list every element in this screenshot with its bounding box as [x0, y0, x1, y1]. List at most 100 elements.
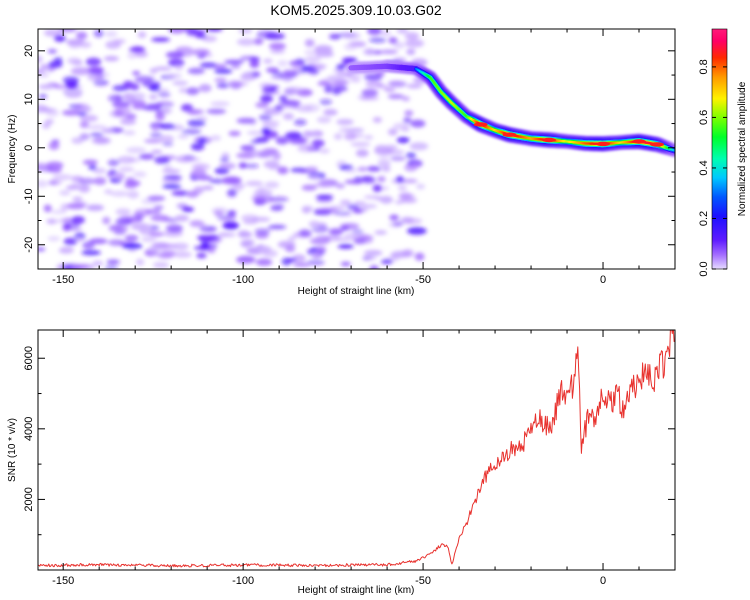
noise-blob — [278, 71, 297, 80]
noise-blob — [127, 190, 139, 199]
noise-blob — [63, 222, 80, 230]
colorbar-tick-label: 0.0 — [698, 261, 710, 276]
noise-blob — [79, 133, 90, 141]
noise-blob — [255, 258, 273, 266]
noise-blob — [277, 166, 289, 175]
noise-blob — [106, 259, 120, 265]
noise-blob — [374, 196, 393, 201]
noise-blob — [380, 259, 393, 265]
noise-blob — [92, 260, 104, 267]
noise-blob — [236, 38, 256, 46]
noise-blob — [165, 51, 185, 59]
spectrogram-y-tick-labels: -20 -10 0 10 20 — [23, 45, 35, 253]
noise-blob — [201, 185, 214, 190]
noise-blob — [190, 169, 207, 178]
noise-blob — [307, 174, 322, 180]
noise-blob — [38, 69, 46, 74]
noise-blob — [209, 178, 226, 184]
noise-blob — [388, 80, 403, 85]
noise-blob — [108, 239, 125, 247]
noise-blob — [365, 47, 374, 55]
colorbar-tick-label: 0.4 — [698, 160, 710, 175]
noise-blob — [162, 141, 174, 147]
noise-blob — [177, 134, 189, 139]
noise-blob — [38, 104, 49, 113]
noise-blob — [48, 61, 63, 68]
noise-blob — [183, 157, 202, 162]
noise-blob — [139, 153, 155, 160]
noise-blob — [319, 98, 333, 106]
noise-blob — [304, 55, 322, 63]
noise-blob — [163, 175, 183, 181]
noise-blob — [43, 204, 52, 213]
colorbar-gradient — [711, 28, 728, 270]
noise-blob — [133, 171, 147, 178]
colorbar-tick-label: 0.6 — [698, 110, 710, 125]
noise-blob — [82, 241, 95, 250]
noise-blob — [364, 255, 377, 260]
noise-blob — [62, 109, 81, 116]
noise-blob — [361, 88, 379, 97]
noise-blob — [184, 50, 204, 55]
noise-blob — [114, 109, 124, 117]
noise-blob — [115, 217, 133, 226]
noise-blob — [364, 74, 383, 81]
noise-blob — [274, 105, 284, 111]
noise-blob — [261, 127, 271, 135]
noise-blob — [197, 137, 207, 145]
noise-blob — [240, 239, 252, 248]
noise-blob — [76, 31, 88, 40]
noise-blob — [147, 245, 161, 253]
noise-blob — [38, 84, 55, 90]
noise-blob — [172, 80, 189, 86]
noise-blob — [217, 214, 237, 222]
noise-blob — [168, 29, 186, 34]
noise-blob — [199, 62, 217, 68]
noise-blob — [250, 139, 261, 145]
noise-blob — [63, 237, 78, 246]
noise-blob — [294, 58, 306, 65]
snr-panel: -150 -100 -50 0 2000 4000 6000 Height of stra… — [7, 329, 676, 596]
noise-blob — [129, 83, 140, 91]
colorbar-label: Normalized spectral amplitude — [737, 81, 748, 216]
noise-blob — [133, 213, 145, 219]
noise-blob — [191, 163, 211, 171]
noise-blob — [374, 144, 388, 153]
signal-peak-14 — [596, 141, 610, 147]
noise-blob — [94, 137, 109, 144]
noise-blob — [387, 128, 398, 136]
y-tick-label: 0 — [23, 145, 35, 151]
noise-blob — [82, 159, 98, 165]
noise-blob — [404, 163, 418, 172]
noise-blob — [75, 236, 84, 242]
noise-blob — [48, 141, 60, 150]
noise-blob — [107, 159, 120, 167]
signal-peak-16 — [632, 139, 646, 144]
noise-blob — [136, 258, 145, 266]
noise-blob — [400, 197, 418, 204]
noise-blob — [396, 29, 409, 34]
noise-blob — [226, 189, 237, 198]
noise-blob — [124, 234, 139, 242]
noise-blob — [112, 101, 131, 108]
noise-blob — [301, 205, 314, 212]
noise-blob — [71, 264, 88, 269]
noise-blob — [45, 161, 64, 170]
noise-blob — [363, 250, 383, 256]
noise-blob — [299, 229, 312, 237]
noise-blob — [341, 32, 361, 40]
noise-blob — [79, 114, 99, 122]
snr-x-tick-labels: -150 -100 -50 0 — [52, 575, 606, 587]
noise-blob — [380, 29, 392, 37]
noise-blob — [380, 49, 399, 54]
noise-blob — [263, 58, 273, 64]
noise-blob — [50, 209, 67, 215]
noise-blob — [214, 167, 230, 175]
noise-blob — [268, 42, 286, 50]
noise-blob — [159, 123, 176, 130]
noise-blob — [137, 31, 147, 39]
noise-blob — [214, 77, 227, 83]
noise-blob — [354, 200, 366, 206]
noise-blob — [65, 80, 79, 89]
